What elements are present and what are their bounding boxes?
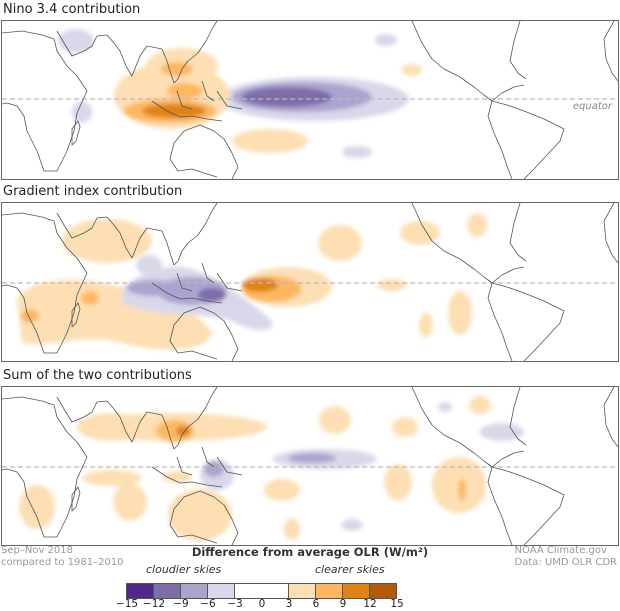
anomaly-region bbox=[21, 309, 39, 323]
scale-tick-label: −6 bbox=[200, 598, 216, 610]
anomaly-region bbox=[242, 278, 278, 292]
panel-title-nino34: Nino 3.4 contribution bbox=[3, 2, 141, 17]
anomaly-region bbox=[198, 288, 226, 302]
anomaly-region bbox=[402, 64, 422, 76]
anomaly-region bbox=[58, 29, 94, 53]
legend-title: Difference from average OLR (W/m²) bbox=[191, 545, 429, 559]
scale-tick-label: 15 bbox=[390, 598, 404, 610]
scale-swatch bbox=[316, 584, 343, 598]
anomaly-region bbox=[156, 420, 194, 442]
anomaly-region bbox=[161, 62, 193, 76]
period-label: Sep–Nov 2018 bbox=[1, 545, 73, 556]
scale-tick-label: −12 bbox=[142, 598, 166, 610]
anomaly-region bbox=[113, 483, 147, 521]
anomaly-region bbox=[318, 225, 362, 261]
anomaly-region bbox=[17, 279, 212, 350]
scale-swatch bbox=[370, 584, 396, 598]
credits: NOAA Climate.gov Data: UMD OLR CDR bbox=[515, 545, 617, 569]
map-panel-gradient bbox=[1, 202, 619, 362]
anomaly-region bbox=[162, 471, 192, 483]
anomaly-region bbox=[458, 479, 466, 501]
anomaly-region bbox=[467, 213, 487, 237]
scale-tick-label: 9 bbox=[339, 598, 347, 610]
scale-tick-label: −9 bbox=[173, 598, 189, 610]
scale-swatch bbox=[127, 584, 154, 598]
anomaly-region bbox=[77, 413, 147, 441]
anomaly-region bbox=[232, 129, 308, 153]
scale-swatch bbox=[343, 584, 370, 598]
anomaly-region bbox=[341, 519, 363, 531]
anomaly-region bbox=[377, 279, 407, 291]
olr-map-gradient bbox=[2, 203, 618, 361]
anomaly-region bbox=[384, 464, 412, 500]
anomaly-region bbox=[438, 402, 452, 412]
anomaly-region bbox=[72, 101, 92, 123]
anomaly-region bbox=[168, 489, 232, 541]
scale-tick-label: 3 bbox=[285, 598, 293, 610]
anomaly-region bbox=[284, 518, 300, 540]
olr-map-sum bbox=[2, 387, 618, 545]
anomaly-region bbox=[469, 396, 491, 414]
anomaly-region bbox=[82, 470, 142, 486]
scale-tick-label: 0 bbox=[258, 598, 266, 610]
anomaly-region bbox=[142, 104, 206, 118]
map-panel-nino34: equator bbox=[1, 20, 619, 180]
anomaly-region bbox=[127, 280, 177, 296]
scale-tick-label: −3 bbox=[227, 598, 243, 610]
anomaly-region bbox=[81, 291, 99, 305]
panel-title-gradient: Gradient index contribution bbox=[3, 184, 183, 199]
color-scale-bar bbox=[126, 583, 397, 599]
anomaly-region bbox=[392, 417, 418, 437]
anomaly-region bbox=[136, 255, 162, 275]
anomaly-region bbox=[288, 453, 336, 463]
map-panel-sum bbox=[1, 386, 619, 546]
scale-swatch bbox=[181, 584, 208, 598]
equator-label: equator bbox=[572, 101, 612, 112]
scale-tick-label: 12 bbox=[363, 598, 377, 610]
legend-clearer-label: clearer skies bbox=[315, 563, 385, 576]
anomaly-region bbox=[264, 479, 300, 501]
scale-swatch bbox=[289, 584, 316, 598]
anomaly-region bbox=[375, 34, 397, 46]
anomaly-region bbox=[448, 291, 472, 335]
anomaly-region bbox=[204, 461, 224, 477]
source-label: Data: UMD OLR CDR bbox=[514, 557, 617, 568]
anomaly-region bbox=[62, 219, 152, 263]
anomaly-region bbox=[319, 406, 351, 434]
period-info: Sep–Nov 2018 compared to 1981–2010 bbox=[1, 545, 124, 569]
legend-cloudier-label: cloudier skies bbox=[146, 563, 222, 576]
anomaly-region bbox=[480, 423, 524, 441]
anomaly-region bbox=[19, 485, 55, 529]
anomaly-region bbox=[419, 313, 433, 337]
scale-swatch bbox=[235, 584, 289, 598]
baseline-label: compared to 1981–2010 bbox=[1, 557, 124, 568]
anomaly-region bbox=[342, 146, 372, 158]
anomaly-region bbox=[167, 83, 203, 99]
scale-tick-label: −15 bbox=[115, 598, 139, 610]
olr-map-nino34 bbox=[2, 21, 618, 179]
scale-swatch bbox=[208, 584, 235, 598]
scale-tick-label: 6 bbox=[312, 598, 320, 610]
panel-title-sum: Sum of the two contributions bbox=[3, 368, 192, 383]
anomaly-region bbox=[242, 87, 332, 107]
anomaly-region bbox=[400, 221, 440, 245]
credit-label: NOAA Climate.gov bbox=[514, 545, 607, 556]
scale-swatch bbox=[154, 584, 181, 598]
